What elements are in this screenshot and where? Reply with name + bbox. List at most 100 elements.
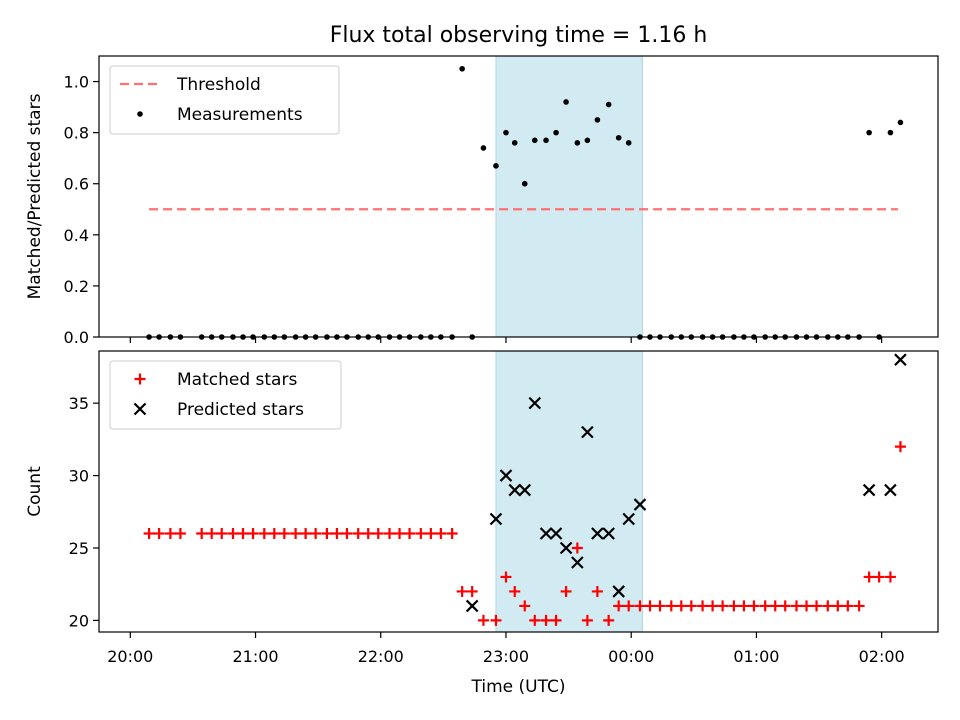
data-point — [174, 528, 186, 540]
data-point — [519, 600, 531, 612]
data-point — [623, 600, 635, 612]
data-point — [633, 498, 647, 511]
data-point — [341, 528, 353, 540]
data-point — [759, 600, 771, 612]
data-point — [394, 528, 406, 540]
data-point — [539, 527, 553, 540]
data-point — [331, 528, 343, 540]
legend-box — [109, 65, 340, 135]
y-axis-label: Matched/Predicted stars — [25, 93, 45, 299]
y-tick-label: 20 — [69, 611, 89, 630]
data-point — [654, 600, 666, 612]
series-predicted-stars — [465, 353, 907, 613]
legend-label: Measurements — [177, 105, 303, 125]
legend-box — [109, 360, 342, 430]
data-point — [571, 556, 584, 569]
x-tick-label: 22:00 — [358, 647, 404, 666]
data-point — [591, 585, 603, 597]
data-point — [581, 614, 593, 626]
data-point — [853, 600, 865, 612]
data-point — [897, 119, 904, 126]
legend-marker-swatch — [133, 402, 147, 416]
y-tick-label: 0.6 — [64, 175, 89, 194]
data-point — [622, 512, 635, 526]
data-point — [665, 600, 677, 612]
data-point — [477, 614, 489, 626]
y-tick-label: 1.0 — [64, 73, 89, 92]
data-point — [258, 528, 270, 540]
data-point — [143, 528, 155, 540]
data-point — [832, 600, 844, 612]
data-point — [612, 585, 625, 598]
data-point — [748, 600, 760, 612]
data-point — [493, 163, 499, 169]
data-point — [490, 614, 502, 626]
data-point — [247, 528, 259, 540]
x-tick-label: 21:00 — [232, 647, 278, 666]
data-point — [769, 600, 781, 612]
y-tick-label: 0.0 — [64, 328, 89, 347]
data-point — [822, 600, 834, 612]
data-point — [404, 528, 416, 540]
data-point — [528, 396, 542, 410]
data-point — [728, 600, 740, 612]
data-point — [707, 600, 719, 612]
data-point — [894, 353, 907, 366]
data-point — [362, 528, 374, 540]
data-point — [206, 528, 218, 540]
data-point — [644, 600, 656, 612]
data-point — [675, 600, 687, 612]
data-point — [842, 600, 854, 612]
data-point — [866, 129, 872, 136]
legend-label: Matched stars — [177, 370, 297, 390]
data-point — [321, 528, 333, 540]
data-point — [543, 137, 549, 144]
data-point — [884, 483, 897, 497]
legend-marker-swatch — [137, 111, 143, 117]
data-point — [697, 600, 709, 612]
data-point — [216, 528, 228, 540]
data-point — [811, 600, 823, 612]
legend-label: Threshold — [176, 75, 261, 95]
data-point — [779, 600, 791, 612]
y-tick-label: 0.2 — [64, 277, 89, 296]
data-point — [634, 600, 646, 612]
data-point — [873, 571, 885, 583]
plot-frame — [98, 350, 939, 633]
data-point — [540, 614, 552, 626]
data-point — [300, 528, 312, 540]
data-point — [613, 600, 625, 612]
data-point — [459, 65, 465, 72]
x-tick-label: 20:00 — [107, 647, 153, 666]
x-axis-label: Time (UTC) — [471, 677, 566, 697]
data-point — [196, 528, 208, 540]
ratio-panel: 0.0 0.2 0.4 0.6 0.8 1.0 Matched/Predicted star… — [25, 55, 939, 347]
data-point — [790, 600, 802, 612]
y-tick-label: 35 — [69, 394, 89, 413]
data-point — [594, 117, 601, 123]
data-point — [278, 528, 290, 540]
data-point — [862, 483, 876, 497]
data-point — [518, 483, 532, 497]
data-point — [237, 528, 249, 540]
data-point — [529, 614, 541, 626]
data-point — [310, 528, 322, 540]
data-point — [268, 528, 280, 540]
data-point — [456, 585, 468, 597]
data-point — [489, 512, 503, 526]
y-tick-label: 25 — [69, 539, 89, 558]
data-point — [559, 541, 573, 555]
plot-frame — [98, 55, 939, 338]
data-point — [480, 145, 487, 151]
data-point — [521, 180, 528, 187]
data-point — [446, 528, 458, 540]
data-point — [625, 140, 632, 146]
x-tick-label: 01:00 — [733, 647, 779, 666]
data-point — [584, 137, 591, 144]
y-tick-label: 0.8 — [64, 124, 89, 143]
data-point — [153, 528, 165, 540]
data-point — [503, 129, 509, 136]
data-point — [509, 585, 521, 597]
data-point — [499, 469, 513, 482]
